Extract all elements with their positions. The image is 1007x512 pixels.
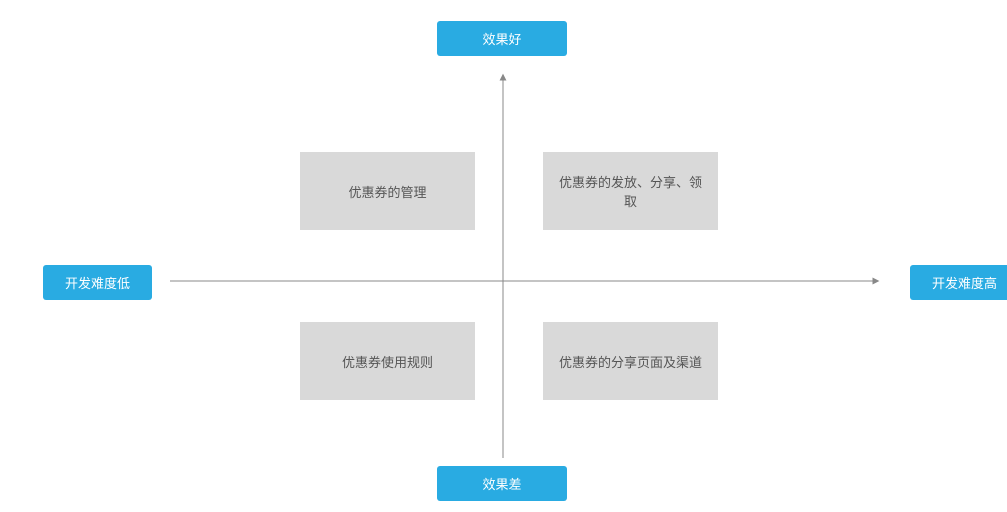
quadrant-box-bottom-left: 优惠券使用规则: [300, 322, 475, 400]
quadrant-box-top-right: 优惠券的发放、分享、领取: [543, 152, 718, 230]
quadrant-axes: [0, 0, 1007, 512]
quadrant-box-bottom-right: 优惠券的分享页面及渠道: [543, 322, 718, 400]
axis-label-top: 效果好: [437, 21, 567, 56]
quadrant-box-top-left: 优惠券的管理: [300, 152, 475, 230]
axis-label-left: 开发难度低: [43, 265, 152, 300]
axis-label-bottom: 效果差: [437, 466, 567, 501]
axis-label-right: 开发难度高: [910, 265, 1007, 300]
